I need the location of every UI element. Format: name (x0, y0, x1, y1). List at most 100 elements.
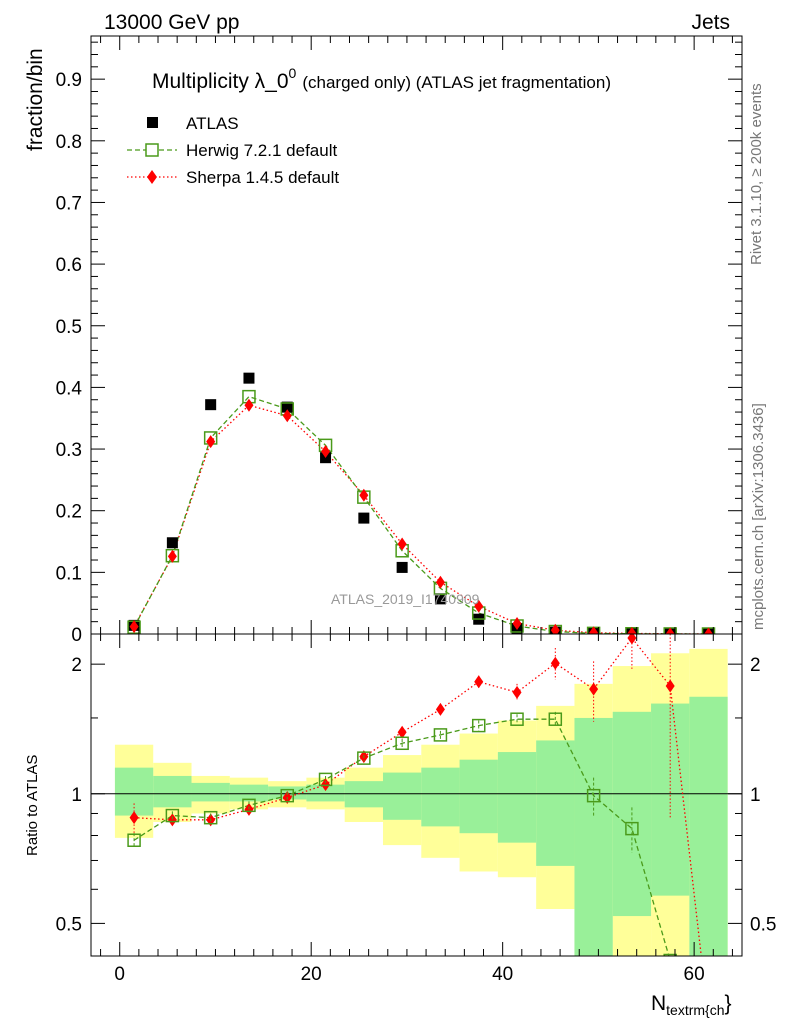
y-tick-label: 0.9 (56, 70, 82, 91)
atlas-point (396, 561, 408, 573)
sherpa-ratio-point (129, 811, 139, 825)
y-tick-label: 0.1 (56, 563, 82, 584)
ratio-tick-label: 0.5 (56, 914, 82, 935)
sherpa-point (167, 549, 177, 563)
atlas-point (205, 399, 217, 411)
sherpa-ratio-point (589, 682, 599, 696)
herwig-ratio-point (586, 788, 601, 803)
rivet-label: Rivet 3.1.10, ≥ 200k events (748, 83, 765, 265)
ratio-y-axis-label: Ratio to ATLAS (24, 755, 41, 856)
y-tick-label: 0.3 (56, 440, 82, 461)
herwig-ratio-point (433, 728, 448, 742)
x-label-main: N (651, 992, 666, 1015)
sherpa-point (129, 620, 139, 634)
band-inner-bin (191, 782, 230, 802)
x-tick-label: 20 (301, 964, 322, 985)
chart-title: Multiplicity λ_00 (charged only) (ATLAS j… (152, 65, 611, 93)
sherpa-point (703, 627, 713, 634)
ratio-frame (90, 633, 743, 957)
legend-label-atlas: ATLAS (186, 114, 239, 133)
x-label-tail: } (725, 992, 732, 1015)
sherpa-point (435, 575, 445, 589)
band-inner-bin (536, 740, 575, 866)
ratio-tick-label-right: 1 (750, 785, 761, 806)
legend-marker-sherpa (147, 170, 157, 184)
x-tick-label: 0 (114, 964, 125, 985)
sherpa-ratio-point (397, 725, 407, 739)
legend-marker-herwig (145, 143, 159, 157)
herwig-ratio-point (510, 712, 524, 726)
atlas-point (281, 401, 293, 413)
atlas-point (434, 593, 446, 605)
herwig-ratio-point (395, 736, 409, 751)
ratio-plot-area (127, 634, 702, 956)
sherpa-ratio-line (134, 636, 702, 956)
sherpa-point (282, 409, 292, 423)
sherpa-point (665, 627, 675, 634)
sherpa-point (359, 488, 369, 502)
sherpa-point (244, 398, 254, 412)
herwig-ratio-point (663, 953, 677, 956)
sherpa-ratio-point (550, 656, 560, 670)
sherpa-point (321, 445, 331, 459)
sherpa-point (512, 617, 522, 631)
sherpa-ratio-point (512, 685, 522, 699)
ratio-uncertainty-bands (114, 648, 728, 956)
herwig-ratio-point (625, 821, 639, 836)
sherpa-ratio-point (167, 813, 177, 827)
band-inner-bin (306, 784, 345, 802)
y-tick-label: 0.8 (56, 132, 82, 153)
y-tick-label: 0.6 (56, 255, 82, 276)
sherpa-ratio-point (435, 702, 445, 716)
y-axis-label: fraction/bin (24, 48, 47, 151)
title-note: (charged only) (ATLAS jet fragmentation) (302, 73, 611, 92)
header-jets: Jets (691, 11, 730, 34)
band-inner-bin (421, 767, 460, 827)
x-tick-label: 60 (684, 964, 705, 985)
band-inner-bin (114, 767, 154, 816)
herwig-ratio-point (357, 751, 371, 765)
title-main: Multiplicity λ_0 (152, 70, 289, 93)
ratio-tick-label: 2 (71, 655, 82, 676)
y-tick-label: 0 (71, 625, 82, 646)
y-tick-label: 0.2 (56, 502, 82, 523)
title-superscript: 0 (289, 65, 297, 81)
sherpa-point (397, 537, 407, 551)
sherpa-line (133, 404, 709, 634)
herwig-ratio-point (203, 810, 218, 825)
band-inner-bin (459, 759, 498, 834)
x-label-sub: textrm{ch (666, 1002, 724, 1018)
herwig-ratio-point (471, 718, 486, 733)
ratio-tick-label: 1 (71, 785, 82, 806)
sherpa-ratio-point (474, 675, 484, 689)
header-energy: 13000 GeV pp (104, 11, 239, 34)
sherpa-point (589, 626, 599, 634)
herwig-ratio-point (318, 772, 333, 787)
mcplots-label: mcplots.cern.ch [arXiv:1306.3436] (750, 403, 767, 630)
herwig-ratio-point (242, 798, 256, 813)
band-inner-bin (689, 696, 728, 956)
y-tick-label: 0.5 (56, 317, 82, 338)
herwig-ratio-point (127, 833, 141, 847)
band-inner-bin (229, 784, 269, 802)
sherpa-ratio-point (665, 679, 675, 693)
band-inner-bin (153, 775, 192, 808)
ratio-tick-label-right: 2 (750, 655, 761, 676)
herwig-ratio-point (280, 788, 295, 803)
legend-label-herwig: Herwig 7.2.1 default (186, 141, 337, 160)
x-axis-label: Ntextrm{ch} (651, 992, 732, 1018)
sherpa-point (206, 435, 216, 449)
legend: ATLAS Herwig 7.2.1 default Sherpa 1.4.5 … (127, 114, 339, 187)
sherpa-ratio-point (627, 634, 637, 645)
herwig-ratio-point (165, 808, 180, 823)
band-inner-bin (574, 717, 613, 956)
legend-marker-atlas (147, 117, 158, 128)
sherpa-point (474, 599, 484, 613)
ratio-tick-label-right: 0.5 (750, 914, 776, 935)
atlas-point (166, 537, 178, 549)
herwig-ratio-point (548, 712, 563, 726)
atlas-point (358, 512, 370, 524)
sherpa-point (627, 626, 637, 634)
